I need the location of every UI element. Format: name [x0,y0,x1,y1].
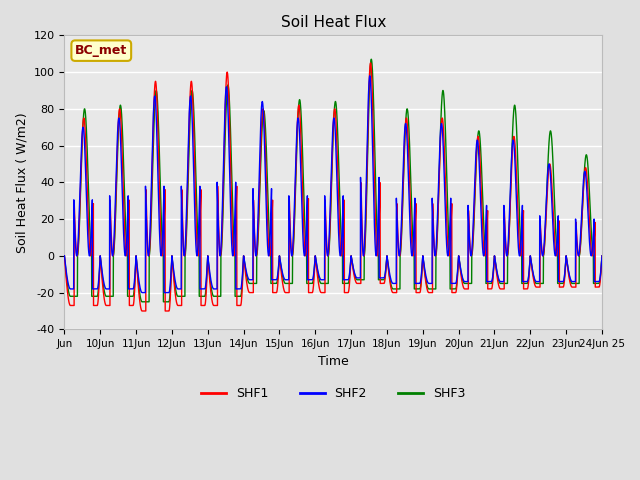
Line: SHF3: SHF3 [65,59,602,302]
SHF1 [598,253,606,259]
SHF1 [125,202,133,208]
SHF3 [367,56,375,62]
SHF3 [432,252,440,258]
SHF3 [228,168,236,174]
SHF1 [367,60,374,66]
SHF1 [124,225,132,230]
SHF3 [476,134,484,140]
SHF1 [228,207,236,213]
Y-axis label: Soil Heat Flux ( W/m2): Soil Heat Flux ( W/m2) [15,112,28,252]
SHF2 [476,177,484,183]
SHF2 [432,245,440,251]
SHF1 [61,253,68,259]
SHF2 [366,73,374,79]
SHF3 [95,288,102,293]
SHF3 [598,253,606,259]
Legend: SHF1, SHF2, SHF3: SHF1, SHF2, SHF3 [196,383,470,406]
SHF2 [124,286,132,292]
SHF2 [138,290,146,296]
Line: SHF1: SHF1 [65,63,602,311]
X-axis label: Time: Time [318,355,349,368]
SHF3 [124,293,132,299]
SHF1 [476,153,484,159]
SHF1 [138,308,146,314]
SHF2 [61,253,68,259]
SHF2 [598,253,606,259]
SHF1 [432,250,440,256]
SHF3 [61,253,68,259]
SHF2 [95,281,102,287]
SHF3 [138,299,146,305]
SHF3 [125,293,133,299]
Line: SHF2: SHF2 [65,76,602,293]
SHF1 [95,295,102,301]
Title: Soil Heat Flux: Soil Heat Flux [280,15,386,30]
SHF2 [228,240,236,246]
SHF2 [125,286,133,292]
Text: BC_met: BC_met [75,44,127,57]
